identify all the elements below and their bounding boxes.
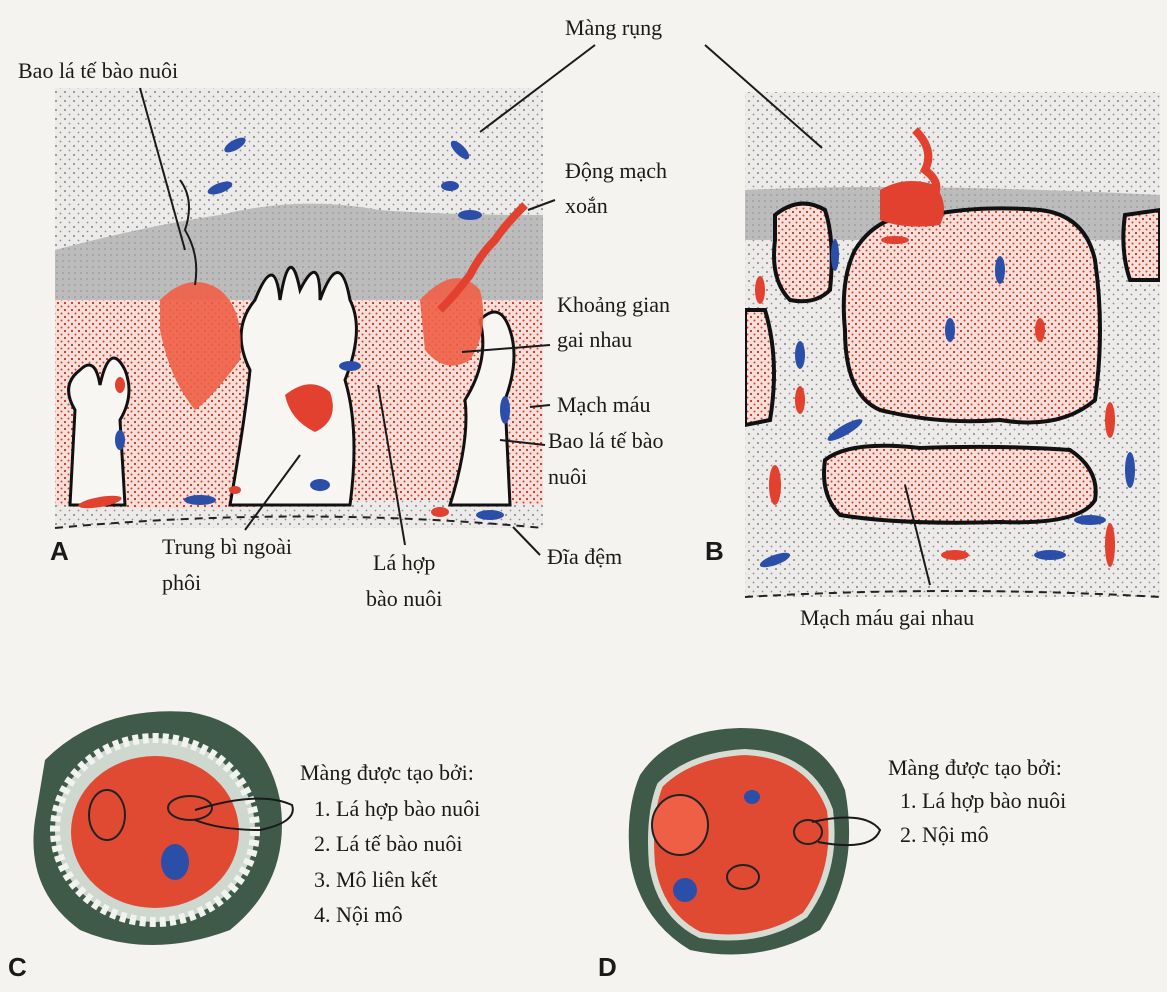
villi-a <box>67 266 516 507</box>
membrane-c-item-1: 1. Lá hợp bào nuôi <box>314 796 480 821</box>
label-khoang-gian-gai-nhau-2: gai nhau <box>557 327 632 352</box>
trophoblast-shell-right <box>420 278 484 366</box>
membrane-c-item-4: 4. Nội mô <box>314 902 403 927</box>
label-la-hop-bao-nuoi-1: Lá hợp <box>373 550 435 575</box>
villus-cross-section-c <box>33 711 282 945</box>
label-mach-mau-gai-nhau: Mạch máu gai nhau <box>800 605 974 630</box>
label-khoang-gian-gai-nhau-1: Khoảng gian <box>557 292 670 317</box>
arteries-b <box>755 236 1115 567</box>
label-dong-mach-xoan-1: Động mạch <box>565 158 667 183</box>
membrane-loop-d <box>811 816 882 847</box>
membrane-c-item-3: 3. Mô liên kết <box>314 867 437 892</box>
spiral-artery-left <box>179 179 198 286</box>
membrane-d-title: Màng được tạo bởi: <box>888 755 1062 780</box>
villous-masses-b <box>745 201 1160 525</box>
panel-a-illustration <box>55 88 543 528</box>
membrane-c-title: Màng được tạo bởi: <box>300 760 474 785</box>
label-trung-bi-ngoai-phoi-2: phôi <box>162 570 201 595</box>
panel-label-a: A <box>50 536 69 566</box>
membrane-d-item-2: 2. Nội mô <box>900 822 989 847</box>
membrane-c-item-2: 2. Lá tế bào nuôi <box>314 831 462 856</box>
label-la-hop-bao-nuoi-2: bào nuôi <box>366 586 442 611</box>
panel-label-b: B <box>705 536 724 566</box>
label-mach-mau: Mạch máu <box>557 392 650 417</box>
mesoderm-red-spot <box>285 384 333 432</box>
panel-label-d: D <box>598 952 617 982</box>
veins-a <box>115 137 510 520</box>
label-bao-la-te-bao-nuoi-top: Bao lá tế bào nuôi <box>18 58 178 83</box>
basal-plate-a <box>55 203 543 300</box>
membrane-loop-c <box>194 797 294 832</box>
label-mang-rung: Màng rụng <box>565 15 662 40</box>
veins-b <box>759 239 1135 568</box>
label-dong-mach-xoan-2: xoắn <box>565 193 608 218</box>
label-trung-bi-ngoai-phoi-1: Trung bì ngoài <box>162 534 292 559</box>
label-bao-la-te-bao-nuoi-right-2: nuôi <box>548 464 587 489</box>
villus-cross-section-d <box>628 728 850 955</box>
arteries-a <box>78 377 449 517</box>
leader-lines <box>139 44 931 586</box>
membrane-d-item-1: 1. Lá hợp bào nuôi <box>900 788 1066 813</box>
panel-label-c: C <box>8 952 27 982</box>
label-dia-dem: Đĩa đệm <box>547 544 622 569</box>
spiral-artery-right <box>437 202 528 313</box>
spiral-artery-opening-b <box>880 181 944 227</box>
label-bao-la-te-bao-nuoi-right-1: Bao lá tế bào <box>548 428 663 453</box>
chorionic-plate-dashed-a <box>54 515 544 529</box>
trophoblast-shell-left <box>160 282 241 410</box>
panel-b-illustration <box>745 92 1160 597</box>
spiral-artery-b <box>912 127 941 203</box>
